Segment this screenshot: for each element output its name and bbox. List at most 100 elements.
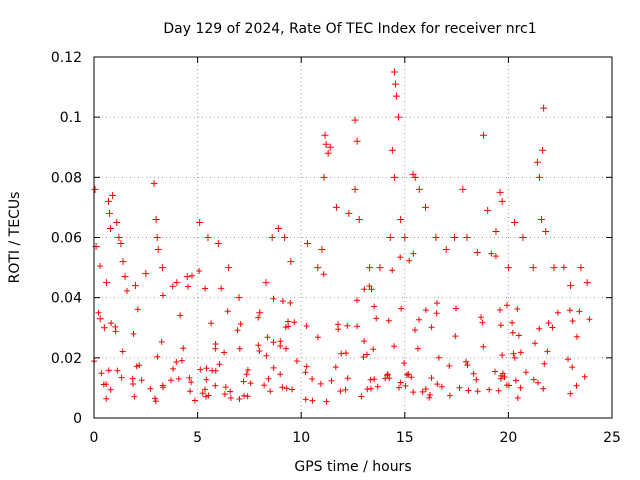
data-point <box>117 240 125 248</box>
data-point <box>442 246 450 254</box>
data-point <box>256 309 264 317</box>
chart-title: Day 129 of 2024, Rate Of TEC Index for r… <box>163 21 536 37</box>
data-point <box>107 224 115 232</box>
data-point <box>121 273 129 281</box>
data-point <box>274 224 282 232</box>
data-point <box>397 215 405 223</box>
data-point <box>422 203 430 211</box>
data-point <box>390 68 398 76</box>
data-point <box>463 234 471 241</box>
data-point <box>96 315 104 323</box>
data-point <box>492 227 500 235</box>
y-axis-label: ROTI / TECUs <box>7 192 23 284</box>
data-point <box>314 264 322 272</box>
x-axis-label: GPS time / hours <box>294 459 411 475</box>
data-point <box>105 197 113 205</box>
data-point <box>351 185 359 193</box>
data-point <box>567 282 575 290</box>
data-point <box>196 218 204 226</box>
data-point <box>91 185 99 193</box>
data-point <box>538 215 546 223</box>
data-point <box>498 197 506 205</box>
data-point <box>150 179 158 187</box>
y-tick-label: 0.1 <box>60 110 82 126</box>
data-point <box>345 209 353 217</box>
data-point <box>535 173 543 181</box>
x-tick-label: 10 <box>292 430 310 446</box>
data-point <box>100 324 108 332</box>
data-point <box>204 234 212 241</box>
dense-point-cloud <box>91 250 593 405</box>
data-point <box>262 279 270 287</box>
data-point <box>214 240 222 248</box>
data-point <box>183 273 191 281</box>
data-point <box>529 264 537 272</box>
y-tick-label: 0.04 <box>51 291 82 307</box>
data-point <box>519 234 527 241</box>
y-tick-label: 0 <box>73 411 82 427</box>
data-point <box>154 246 162 254</box>
data-point <box>281 234 289 241</box>
data-point <box>326 143 334 151</box>
data-point <box>451 234 459 241</box>
data-point <box>113 218 121 226</box>
data-point <box>351 116 359 124</box>
data-point <box>484 206 492 214</box>
data-point <box>577 264 585 272</box>
x-tick-label: 25 <box>603 430 621 446</box>
data-point <box>539 146 547 154</box>
data-series-roti <box>91 68 591 332</box>
data-point <box>376 264 384 272</box>
x-tick-label: 0 <box>90 430 99 446</box>
data-point <box>395 113 403 121</box>
data-point <box>393 92 401 100</box>
grid-lines <box>94 57 612 418</box>
data-point <box>353 137 361 145</box>
data-point <box>131 282 139 290</box>
data-point <box>459 185 467 193</box>
data-point <box>109 191 117 199</box>
data-point <box>153 234 161 241</box>
data-point <box>411 173 419 181</box>
data-point <box>550 264 558 272</box>
data-point <box>496 188 504 196</box>
data-point <box>511 218 519 226</box>
data-point <box>152 215 160 223</box>
data-point <box>391 80 399 88</box>
data-point <box>318 246 326 254</box>
data-point <box>533 158 541 166</box>
data-point <box>322 140 330 148</box>
data-point <box>235 294 243 302</box>
y-tick-label: 0.12 <box>51 50 82 66</box>
data-point <box>106 209 114 217</box>
data-point <box>504 264 512 272</box>
data-point <box>388 146 396 154</box>
data-point <box>287 258 295 266</box>
data-point <box>332 203 340 211</box>
y-tick-label: 0.06 <box>51 231 82 247</box>
data-point <box>268 234 276 241</box>
data-point <box>324 149 332 157</box>
data-point <box>415 185 423 193</box>
data-point <box>480 131 488 139</box>
data-point <box>542 227 550 235</box>
data-point <box>158 264 166 272</box>
data-point <box>142 270 150 278</box>
x-tick-label: 20 <box>499 430 517 446</box>
data-point <box>355 215 363 223</box>
data-point <box>303 240 311 248</box>
point-cloud-markers <box>91 250 593 405</box>
data-point <box>473 249 481 257</box>
data-point <box>225 264 233 272</box>
x-tick-label: 15 <box>396 430 414 446</box>
data-point <box>540 104 548 112</box>
data-point <box>432 234 440 241</box>
data-point <box>173 279 181 287</box>
data-point <box>115 234 123 241</box>
axis-ticks: 0 5 10 15 20 25 0 0.02 0.04 0.06 0.08 0.1 0.12 <box>51 50 621 446</box>
data-point <box>401 234 409 241</box>
data-point <box>119 258 127 266</box>
data-point <box>321 131 329 139</box>
y-tick-label: 0.08 <box>51 170 82 186</box>
